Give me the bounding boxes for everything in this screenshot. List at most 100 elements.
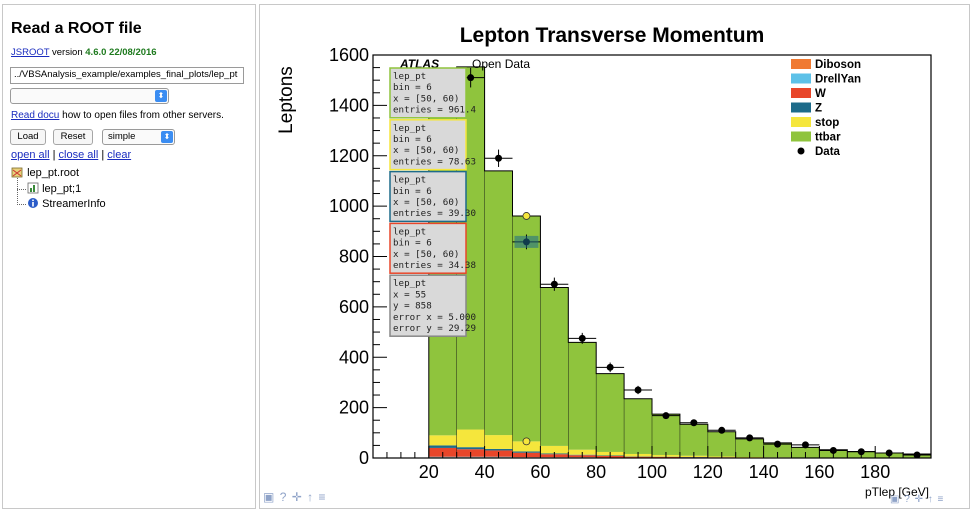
legend-swatch-ttbar	[791, 131, 811, 142]
tooltip-box	[389, 67, 467, 119]
data-point	[913, 451, 921, 459]
x-axis-label: pTlep [GeV]	[865, 485, 929, 499]
legend-label: Data	[815, 146, 841, 158]
histogram-canvas[interactable]: Lepton Transverse Momentum Leptons pTlep…	[260, 5, 969, 508]
tooltip-line: bin = 6	[393, 238, 432, 249]
bar-ttbar	[512, 215, 541, 442]
move-icon[interactable]: ✛	[914, 494, 924, 505]
y-tick-label: 200	[339, 398, 369, 418]
camera-icon[interactable]: ▣	[890, 494, 901, 505]
x-tick-label: 180	[860, 462, 890, 482]
jsroot-link[interactable]: JSROOT	[11, 47, 50, 58]
menu-icon[interactable]: ≡	[318, 490, 327, 504]
data-point	[718, 426, 726, 434]
x-tick-label: 160	[804, 462, 834, 482]
separator: |	[101, 149, 105, 161]
file-path-input[interactable]: ../VBSAnalysis_example/examples_final_pl…	[10, 67, 244, 84]
legend-label: Diboson	[815, 59, 861, 71]
tooltip-line: bin = 6	[393, 82, 432, 93]
data-point	[578, 334, 586, 342]
canvas-toolbar-right: ▣ ? ✛ ↑ ≡	[890, 494, 944, 505]
data-point-highlight	[514, 235, 539, 248]
y-tick-label: 400	[339, 347, 369, 367]
tooltip-line: lep_pt	[393, 278, 426, 289]
docu-text: how to open files from other servers.	[62, 110, 224, 121]
tooltip-box	[389, 222, 467, 274]
x-tick-label: 80	[586, 462, 606, 482]
chart-title: Lepton Transverse Momentum	[460, 24, 765, 47]
close-all-link[interactable]: close all	[58, 149, 99, 161]
help-icon[interactable]: ?	[904, 494, 911, 505]
layout-select[interactable]: simple ⬍	[102, 129, 175, 145]
bar-z	[456, 447, 485, 450]
expand-icon[interactable]: ↑	[927, 494, 934, 505]
tree-actions: open all | close all | clear	[11, 149, 131, 161]
data-point	[885, 449, 893, 457]
legend-label: ttbar	[815, 132, 841, 144]
y-tick-label: 600	[339, 297, 369, 317]
y-axis-label: Leptons	[276, 66, 297, 134]
camera-icon[interactable]: ▣	[263, 490, 276, 504]
menu-icon[interactable]: ≡	[937, 494, 945, 505]
data-point	[801, 441, 809, 449]
chevron-updown-icon: ⬍	[155, 90, 167, 102]
bar-ttbar	[763, 442, 792, 458]
help-icon[interactable]: ?	[279, 490, 288, 504]
open-all-link[interactable]: open all	[11, 149, 50, 161]
tooltip-line: error y = 29.29	[393, 323, 476, 334]
file-select-dropdown[interactable]: ⬍	[10, 88, 169, 104]
tooltip-box	[389, 274, 467, 337]
read-docu-link[interactable]: Read docu	[11, 110, 60, 121]
tooltip-line: lep_pt	[393, 175, 426, 186]
file-browser-panel: Read a ROOT file JSROOT version 4.6.0 22…	[2, 4, 256, 509]
load-button[interactable]: Load	[10, 129, 46, 145]
bar-ttbar	[540, 287, 569, 446]
y-tick-label: 1600	[329, 45, 369, 65]
x-tick-label: 20	[419, 462, 439, 482]
open-data-label: Open Data	[472, 57, 530, 71]
y-tick-label: 0	[359, 448, 369, 468]
legend-swatch-drellyan	[791, 73, 811, 84]
tree-connector	[17, 189, 26, 190]
tree-item-streamer[interactable]: StreamerInfo	[27, 197, 106, 211]
tooltip-line: bin = 6	[393, 186, 432, 197]
y-tick-label: 1400	[329, 95, 369, 115]
clear-link[interactable]: clear	[107, 149, 132, 161]
bar-stop	[456, 429, 485, 448]
bar-ttbar	[735, 438, 764, 457]
bar-ttbar	[679, 424, 708, 456]
tree-item-label: lep_pt;1	[42, 183, 82, 195]
data-point	[746, 434, 754, 442]
legend-label: Z	[815, 103, 822, 115]
tree-connector	[17, 204, 26, 205]
tree-item-root-file[interactable]: lep_pt.root	[11, 166, 79, 180]
x-tick-label: 40	[475, 462, 495, 482]
bar-stop	[484, 435, 513, 449]
canvas-toolbar-left: ▣ ? ✛ ↑ ≡	[263, 490, 326, 504]
move-icon[interactable]: ✛	[291, 490, 303, 504]
x-tick-label: 60	[530, 462, 550, 482]
x-tick-label: 120	[693, 462, 723, 482]
bin-highlight-marker	[522, 212, 531, 220]
bin-highlight-marker	[522, 437, 531, 446]
reset-button[interactable]: Reset	[53, 129, 93, 145]
tree-item-label: StreamerInfo	[42, 198, 106, 210]
page-title: Read a ROOT file	[11, 20, 142, 37]
expand-icon[interactable]: ↑	[307, 490, 315, 504]
chevron-updown-icon: ⬍	[161, 131, 173, 143]
tree-connector	[17, 178, 18, 205]
x-tick-label: 140	[749, 462, 779, 482]
tooltip-line: x = [50, 60)	[393, 197, 459, 208]
data-point	[857, 448, 865, 456]
tooltip-box	[389, 119, 467, 171]
bar-ttbar	[596, 373, 625, 452]
tooltip-line: x = [50, 60)	[393, 93, 459, 104]
version-info: JSROOT version 4.6.0 22/08/2016	[11, 47, 157, 58]
tree-item-histogram[interactable]: lep_pt;1	[27, 182, 81, 196]
version-value: 4.6.0 22/08/2016	[85, 47, 157, 58]
tooltip-line: bin = 6	[393, 134, 432, 145]
info-icon	[28, 198, 38, 208]
canvas-panel: Lepton Transverse Momentum Leptons pTlep…	[259, 4, 970, 509]
